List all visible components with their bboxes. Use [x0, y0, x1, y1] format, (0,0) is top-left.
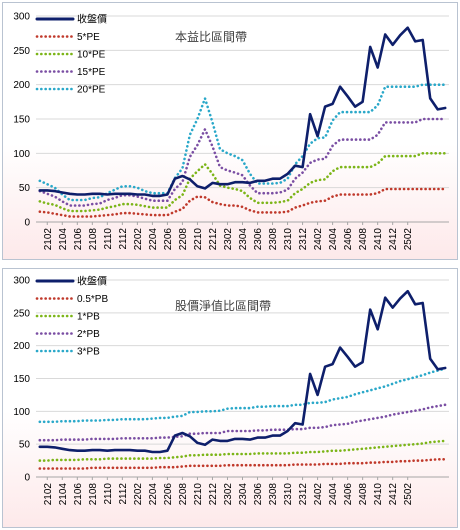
legend-label: 5*PE	[77, 32, 100, 43]
pb-band-chart-panel: 0 50 100 150 200 250 300 2102 2104 2106 2108 2110 21…	[2, 268, 458, 528]
legend-label: 1*PB	[77, 312, 100, 323]
x-tick-label: 2404	[328, 228, 339, 251]
y-tick-label: 100	[13, 149, 30, 160]
series-line-4	[38, 83, 447, 202]
series-line-1	[38, 458, 447, 470]
x-tick-label: 2412	[388, 483, 399, 506]
series-line-2	[38, 152, 447, 213]
x-tick-label: 2102	[43, 483, 54, 506]
x-tick-label: 2112	[118, 483, 129, 505]
x-tick-label: 2212	[208, 228, 219, 251]
legend-label: 0.5*PB	[77, 294, 108, 305]
x-tick-label: 2502	[403, 483, 414, 506]
x-tick-label: 2308	[268, 483, 279, 506]
x-tick-label: 2106	[73, 483, 84, 506]
x-tick-label: 2402	[313, 483, 324, 506]
x-tick-label: 2302	[223, 228, 234, 251]
x-tick-label: 2112	[118, 228, 129, 250]
x-tick-label: 2304	[238, 228, 249, 251]
y-tick-label: 150	[13, 115, 30, 126]
y-tick-label: 200	[13, 341, 30, 352]
y-tick-label: 150	[13, 374, 30, 385]
chart-title: 股價淨值比區間帶	[175, 298, 271, 313]
legend-label: 收盤價	[77, 275, 107, 288]
y-tick-label: 50	[19, 440, 31, 451]
y-tick-label: 0	[24, 473, 30, 484]
x-tick-label: 2110	[103, 228, 114, 250]
x-tick-label: 2212	[208, 483, 219, 506]
x-tick-label: 2312	[298, 483, 309, 506]
y-tick-label: 250	[13, 308, 30, 319]
y-tick-label: 200	[13, 80, 30, 91]
x-tick-label: 2410	[373, 228, 384, 251]
x-tick-label: 2210	[193, 228, 204, 251]
x-tick-label: 2210	[193, 483, 204, 506]
x-tick-label: 2202	[133, 483, 144, 506]
x-tick-label: 2406	[343, 228, 354, 251]
x-tick-label: 2410	[373, 483, 384, 506]
x-tick-label: 2412	[388, 228, 399, 251]
legend-label: 20*PE	[77, 85, 106, 96]
series-line-0	[38, 26, 447, 198]
x-tick-label: 2406	[343, 483, 354, 506]
x-tick-label: 2408	[358, 483, 369, 506]
x-tick-label: 2202	[133, 228, 144, 251]
x-tick-label: 2104	[58, 483, 69, 506]
series-line-1	[38, 187, 447, 218]
x-tick-label: 2306	[253, 483, 264, 506]
x-tick-label: 2208	[178, 483, 189, 506]
x-tick-label: 2206	[163, 483, 174, 506]
pe-band-chart: 0 50 100 150 200 250 300 2102 2104 2106 2108 2110 21…	[13, 12, 449, 251]
x-tick-label: 2108	[88, 483, 99, 506]
x-tick-label: 2304	[238, 483, 249, 506]
x-tick-label: 2102	[43, 228, 54, 251]
series-line-2	[38, 439, 447, 462]
x-tick-label: 2502	[403, 228, 414, 251]
legend-label: 10*PE	[77, 50, 106, 61]
y-tick-label: 50	[19, 183, 31, 194]
x-tick-label: 2310	[283, 228, 294, 251]
y-tick-label: 300	[13, 12, 30, 23]
legend-label: 3*PB	[77, 347, 100, 358]
x-tick-label: 2312	[298, 228, 309, 251]
series-line-0	[38, 289, 447, 454]
y-tick-label: 100	[13, 407, 30, 418]
legend-label: 2*PB	[77, 329, 100, 340]
x-tick-label: 2204	[148, 483, 159, 506]
series-line-3	[38, 117, 447, 207]
y-tick-label: 300	[13, 276, 30, 287]
series-line-3	[38, 403, 447, 442]
series-line-4	[38, 367, 447, 424]
y-tick-label: 0	[24, 218, 30, 229]
x-tick-label: 2108	[88, 228, 99, 251]
x-tick-label: 2302	[223, 483, 234, 506]
pe-band-chart-panel: 0 50 100 150 200 250 300 2102 2104 2106 2108 2110 21…	[2, 2, 458, 260]
legend-label: 15*PE	[77, 67, 106, 78]
x-tick-label: 2404	[328, 483, 339, 506]
x-tick-label: 2306	[253, 228, 264, 251]
pb-band-chart: 0 50 100 150 200 250 300 2102 2104 2106 2108 2110 21…	[13, 275, 449, 506]
legend-label: 收盤價	[77, 13, 107, 26]
x-tick-label: 2308	[268, 228, 279, 251]
x-tick-label: 2408	[358, 228, 369, 251]
x-tick-label: 2106	[73, 228, 84, 251]
x-tick-label: 2110	[103, 483, 114, 505]
x-tick-label: 2208	[178, 228, 189, 251]
x-tick-label: 2206	[163, 228, 174, 251]
x-tick-label: 2310	[283, 483, 294, 506]
x-tick-label: 2402	[313, 228, 324, 251]
y-tick-label: 250	[13, 46, 30, 57]
x-tick-label: 2204	[148, 228, 159, 251]
x-tick-label: 2104	[58, 228, 69, 251]
chart-title: 本益比區間帶	[175, 30, 247, 44]
